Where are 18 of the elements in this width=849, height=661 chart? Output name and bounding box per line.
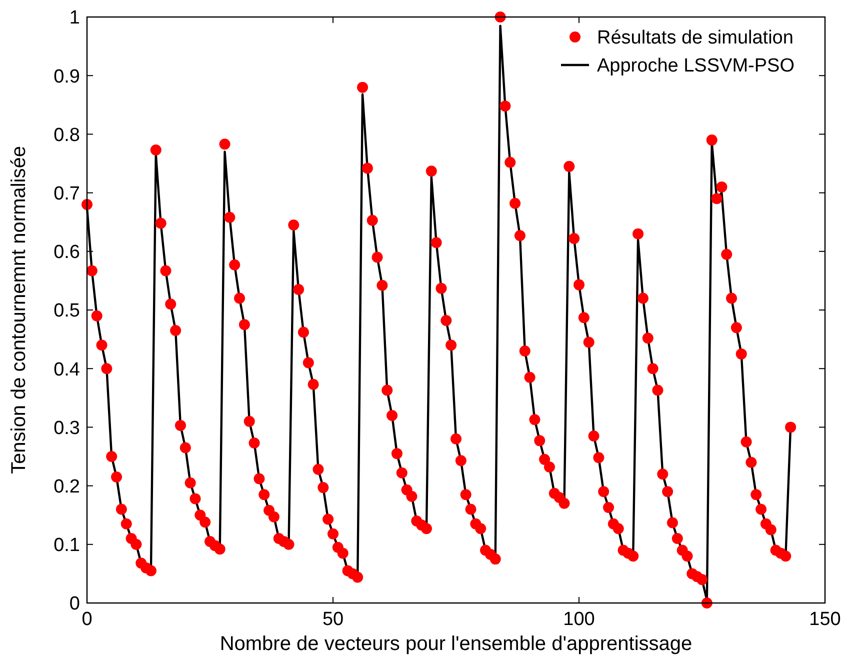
y-tick-label: 0.2 [54, 476, 80, 498]
y-tick-label: 0.8 [54, 124, 80, 146]
x-tick-label: 100 [563, 609, 595, 630]
y-tick-label: 0.3 [54, 418, 80, 439]
x-tick-label: 50 [322, 609, 344, 630]
y-tick-label: 0.5 [54, 300, 80, 322]
x-axis-title: Nombre de vecteurs pour l'ensemble d'apprentissage [220, 633, 692, 655]
legend-label: Approche LSSVM-PSO [597, 56, 794, 77]
y-axis-title: Tension de contournemnt normalisée [8, 146, 30, 474]
y-tick-label: 0.1 [54, 535, 80, 556]
x-tick-label: 150 [809, 609, 841, 630]
y-tick-label: 0.4 [54, 359, 80, 380]
legend-label: Résultats de simulation [597, 28, 794, 49]
y-tick-label: 0.7 [54, 183, 80, 204]
y-tick-label: 0.9 [54, 66, 80, 88]
y-tick-label: 0 [69, 594, 80, 615]
y-tick-label: 0.6 [54, 242, 80, 264]
y-tick-label: 1 [69, 8, 80, 29]
